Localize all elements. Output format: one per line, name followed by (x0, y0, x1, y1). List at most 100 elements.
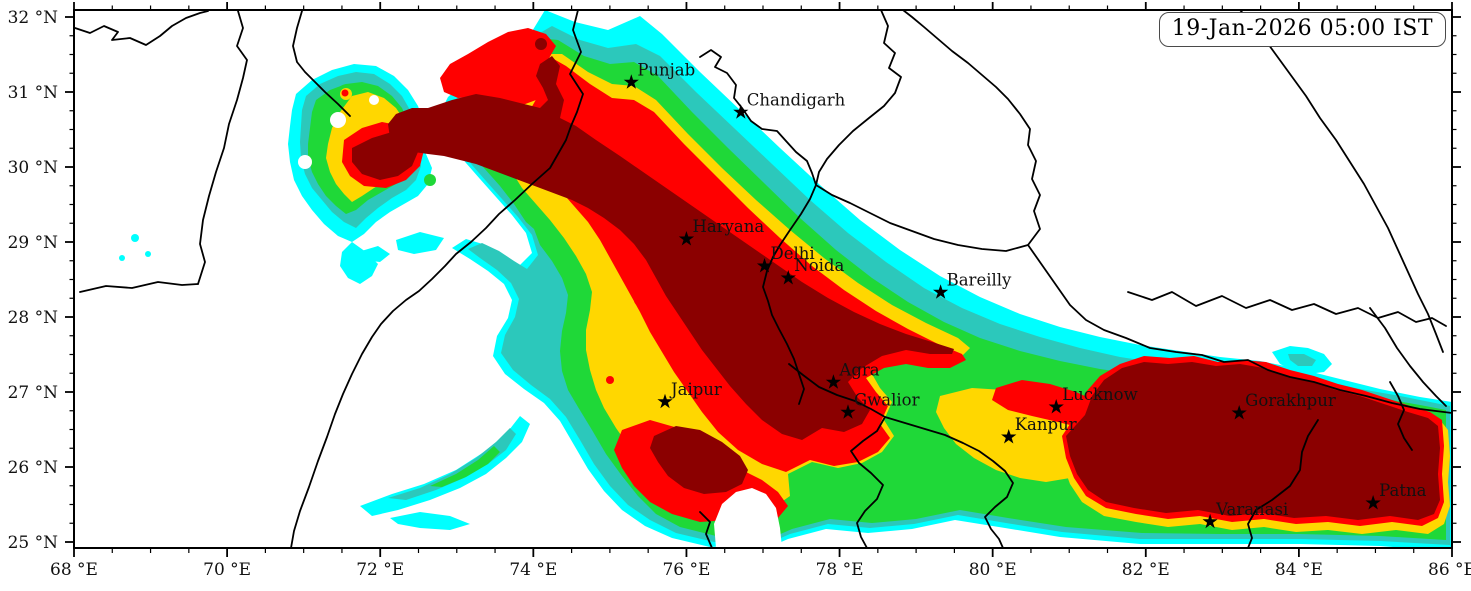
city-star-icon (1048, 399, 1064, 414)
city-label: Kanpur (1015, 415, 1077, 434)
city-marker-kanpur: Kanpur (1001, 415, 1077, 444)
contour-red-speck (659, 335, 669, 345)
x-tick-label: 74 °E (509, 560, 557, 580)
city-star-icon (756, 258, 773, 273)
y-tick-label: 28 °N (8, 308, 59, 328)
city-label: Punjab (637, 60, 695, 79)
city-label: Jaipur (669, 380, 722, 399)
contour-cyan-finger (358, 246, 390, 262)
contour-darkred-se (1066, 362, 1440, 520)
city-star-icon (1365, 495, 1381, 510)
city-label: Gorakhpur (1245, 391, 1336, 410)
contour-darkred-nw (388, 56, 954, 440)
axis-ticks: 68 °E 70 °E 72 °E 74 °E 76 °E 78 °E 80 °E 82 °E… (8, 2, 1471, 580)
x-tick-label: 84 °E (1275, 560, 1323, 580)
border-mp-up-east (884, 416, 1014, 548)
city-star-icon (678, 231, 695, 246)
city-marker-agra: Agra (825, 360, 880, 389)
contour-teal-hook (1288, 354, 1316, 366)
city-star-icon (825, 374, 841, 389)
contour-red-top-west (440, 28, 556, 106)
x-tick-label: 70 °E (203, 560, 251, 580)
city-marker-gwalior: Gwalior (840, 390, 920, 419)
city-marker-delhi: Delhi (756, 244, 815, 273)
city-star-icon (780, 270, 796, 285)
city-label: Delhi (771, 244, 815, 263)
contour-cyan-speck (131, 234, 139, 242)
city-marker-bareilly: Bareilly (933, 270, 1012, 299)
city-label: Noida (794, 256, 844, 275)
contour-red-speck (634, 294, 646, 306)
border-nepal-wiggle (1127, 291, 1447, 327)
x-tick-label: 72 °E (356, 560, 404, 580)
x-tick-label: 68 °E (50, 560, 98, 580)
border-himalaya-diagonal (1239, 10, 1444, 353)
contour-cyan-sw-blob (390, 512, 470, 530)
y-tick-label: 30 °N (8, 158, 59, 178)
border-uttarakhand (815, 10, 1041, 252)
white-hole (298, 155, 312, 169)
x-tick-label: 80 °E (969, 560, 1017, 580)
y-tick-label: 29 °N (8, 233, 59, 253)
border-india-pakistan (290, 10, 584, 548)
city-marker-jaipur: Jaipur (657, 380, 722, 409)
city-marker-varanasi: Varanasi (1202, 500, 1288, 529)
white-hole (330, 112, 346, 128)
border-mp-up-west (788, 363, 886, 548)
city-star-icon (623, 74, 639, 89)
city-label: Varanasi (1215, 500, 1288, 519)
city-label: Lucknow (1062, 385, 1138, 404)
y-tick-label: 27 °N (8, 383, 59, 403)
contour-red-speck (341, 89, 349, 97)
contour-fills (119, 10, 1452, 548)
map-content (74, 10, 1452, 548)
city-label: Patna (1379, 481, 1426, 500)
x-tick-label: 82 °E (1122, 560, 1170, 580)
white-notch-bottom (714, 488, 782, 548)
city-star-icon (840, 404, 856, 419)
border-bottom-notch (699, 511, 713, 548)
contour-cyan-sw-fingers (360, 416, 530, 516)
city-label: Chandigarh (747, 90, 846, 109)
border-pak-short (292, 10, 351, 117)
contour-cyan-lobe-tail (340, 242, 378, 284)
contour-cyan-speck (145, 251, 151, 257)
city-marker-haryana: Haryana (678, 217, 764, 246)
x-tick-label: 86 °E (1428, 560, 1471, 580)
y-tick-label: 25 °N (8, 533, 59, 553)
y-tick-label: 31 °N (8, 83, 59, 103)
city-label: Gwalior (854, 390, 920, 409)
x-tick-label: 78 °E (816, 560, 864, 580)
city-label: Bareilly (947, 270, 1012, 289)
city-label: Agra (838, 360, 879, 379)
city-marker-patna: Patna (1365, 481, 1427, 510)
border-west-vertical (197, 10, 248, 285)
contour-cyan-finger (396, 232, 444, 254)
city-marker-noida: Noida (780, 256, 844, 285)
city-marker-lucknow: Lucknow (1048, 385, 1138, 414)
city-star-icon (1202, 513, 1218, 529)
no-data-patches (298, 95, 782, 548)
contour-cyan-speck (119, 255, 125, 261)
contour-teal-sw (388, 428, 516, 500)
city-marker-gorakhpur: Gorakhpur (1231, 391, 1336, 420)
border-jk-top (74, 10, 209, 46)
border-nepal-west (1027, 244, 1452, 414)
city-star-icon (1001, 429, 1017, 444)
city-star-icon (657, 393, 673, 409)
border-west-horizontal (79, 281, 199, 293)
city-label: Haryana (692, 217, 764, 236)
y-tick-label: 32 °N (8, 8, 59, 28)
city-star-icon (1231, 405, 1247, 420)
border-up-bihar (1247, 419, 1319, 548)
timestamp-badge: 19-Jan-2026 05:00 IST (1158, 12, 1446, 47)
contour-darkred-south (650, 426, 748, 494)
contour-green-sw (430, 446, 500, 487)
city-star-icon (933, 284, 949, 299)
contour-red-speck (606, 376, 614, 384)
contour-darkred-west-tip (352, 132, 418, 180)
x-tick-label: 76 °E (662, 560, 710, 580)
city-marker-punjab: Punjab (623, 60, 695, 89)
